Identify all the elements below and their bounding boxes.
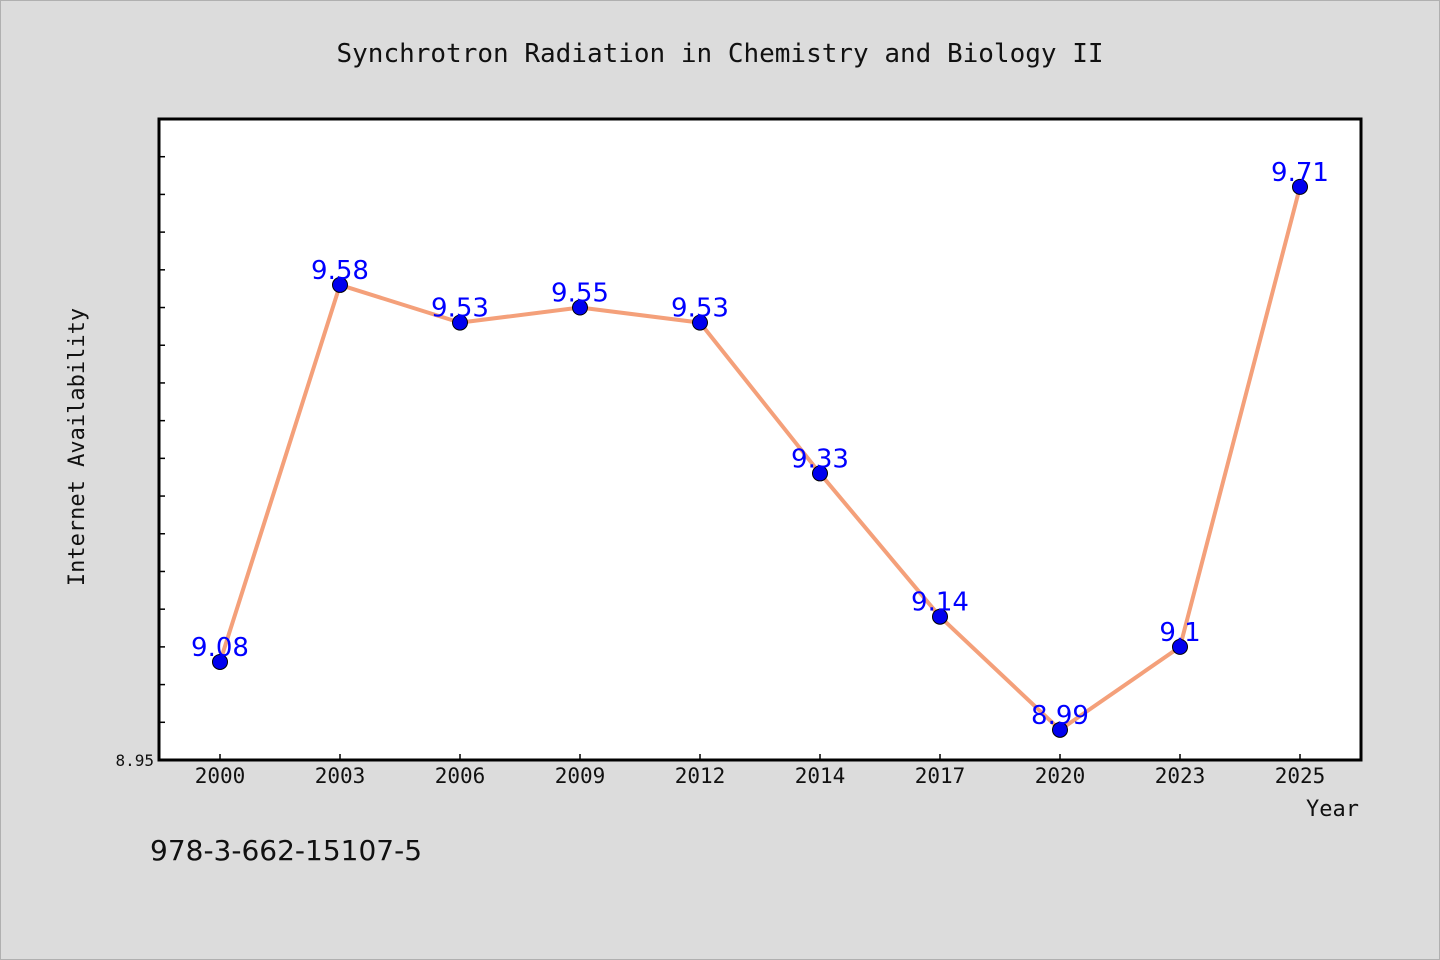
data-point — [332, 276, 348, 293]
plot-area — [157, 117, 1363, 762]
chart-title: Synchrotron Radiation in Chemistry and B… — [336, 39, 1103, 69]
data-label: 9.33 — [791, 444, 849, 474]
data-label: 9.53 — [431, 294, 489, 324]
x-tick-label: 2006 — [435, 764, 486, 788]
y-axis-label: Internet Availability — [65, 308, 90, 586]
series-layer: 9.08 9.58 9.53 9.55 9.53 9.33 9.14 8.99 9.1 9.71 — [191, 158, 1329, 738]
x-tick-label: 2017 — [915, 764, 966, 788]
series-line — [218, 186, 1302, 732]
data-point — [572, 299, 588, 316]
x-tick-label: 2009 — [555, 764, 606, 788]
data-point — [692, 314, 708, 331]
x-tick-label: 2003 — [315, 764, 366, 788]
data-point — [932, 608, 948, 625]
data-label: 9.55 — [551, 279, 609, 309]
x-tick-label: 2012 — [675, 764, 726, 788]
x-axis-tick-labels: 2000 2003 2006 2009 2012 2014 2017 2020 2023 2025 — [195, 764, 1326, 788]
x-tick-label: 2023 — [1155, 764, 1206, 788]
data-point — [812, 465, 828, 482]
y-axis-min-label: 8.95 — [115, 751, 154, 770]
footnote-isbn: 978-3-662-15107-5 — [150, 834, 423, 867]
y-axis-ticks — [159, 118, 165, 724]
x-tick-label: 2000 — [195, 764, 246, 788]
data-point — [212, 653, 228, 670]
data-point — [1292, 178, 1308, 195]
data-point — [1172, 638, 1188, 655]
data-label: 9.14 — [911, 588, 969, 618]
data-label: 9.71 — [1271, 158, 1329, 188]
x-tick-label: 2025 — [1275, 764, 1326, 788]
data-label: 9.1 — [1159, 618, 1200, 648]
x-tick-label: 2014 — [795, 764, 846, 788]
x-tick-label: 2020 — [1035, 764, 1086, 788]
data-label: 9.53 — [671, 294, 729, 324]
data-label: 9.58 — [311, 256, 369, 286]
data-point — [1052, 721, 1068, 738]
x-axis-ticks — [219, 754, 1301, 760]
x-axis-label: Year — [1306, 797, 1359, 822]
data-label: 9.08 — [191, 633, 249, 663]
data-point — [452, 314, 468, 331]
data-label: 8.99 — [1031, 701, 1089, 731]
